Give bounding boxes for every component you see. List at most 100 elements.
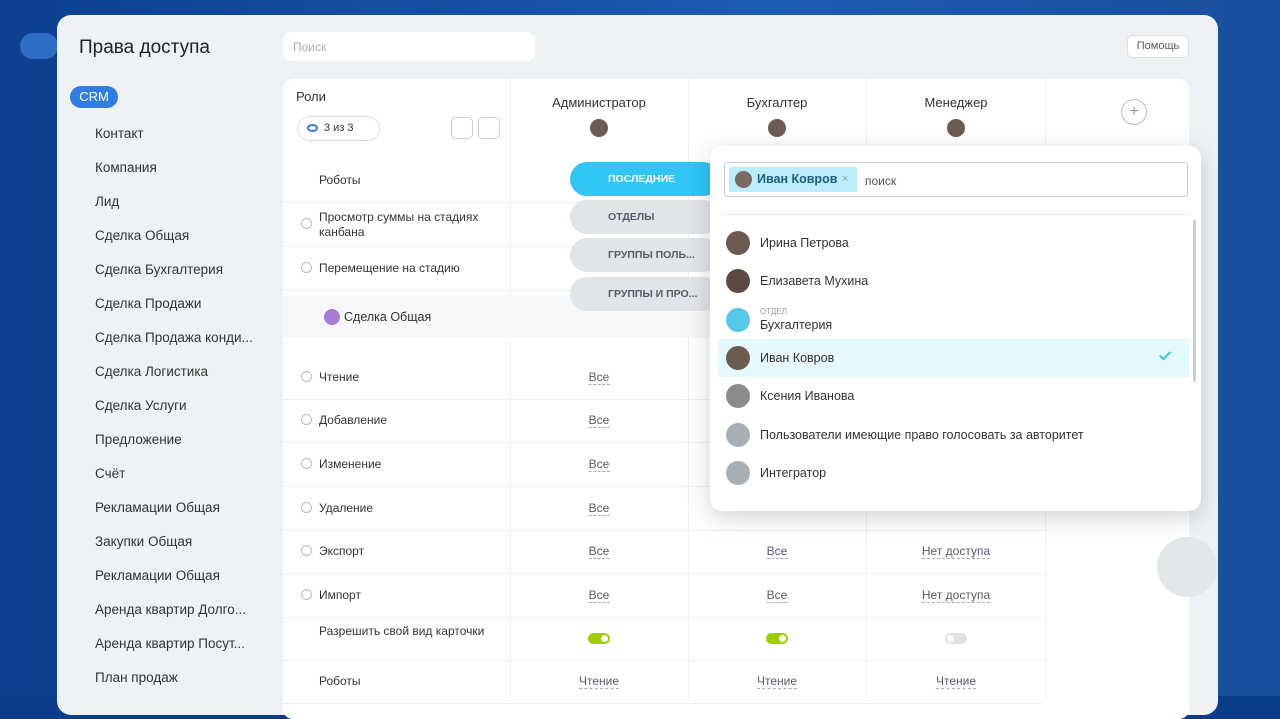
cell-value[interactable]: Все xyxy=(766,588,788,603)
cell-value[interactable]: Чтение xyxy=(578,674,620,689)
tag-remove[interactable]: × xyxy=(842,173,849,185)
check-icon xyxy=(1158,348,1172,361)
item-avatar xyxy=(726,384,750,409)
row-icon xyxy=(301,458,312,469)
scrollbar xyxy=(1193,220,1196,382)
roles-counter[interactable]: 3 из 3 xyxy=(297,116,380,141)
sidebar-item[interactable]: Рекламации Общая xyxy=(95,568,220,583)
column-divider xyxy=(510,79,511,699)
cell-value[interactable]: Все xyxy=(588,413,610,428)
item-avatar xyxy=(726,345,750,370)
toggle-knob xyxy=(947,635,954,642)
popup-item[interactable]: Пользователи имеющие право голосовать за… xyxy=(718,416,1189,454)
row-label: Изменение xyxy=(319,457,382,471)
row-divider xyxy=(283,486,1045,487)
toggle[interactable] xyxy=(945,633,967,644)
row-icon xyxy=(301,589,312,600)
add-role-button[interactable]: + xyxy=(1121,99,1147,125)
toggle[interactable] xyxy=(588,633,610,644)
popup-tab[interactable]: ОТДЕЛЫ xyxy=(570,200,720,234)
sidebar-item[interactable]: Закупки Общая xyxy=(95,534,193,549)
popup-item[interactable]: ОТДЕЛ Бухгалтерия xyxy=(718,301,1189,339)
sidebar-item[interactable]: Сделка Общая xyxy=(95,228,190,243)
popup-item[interactable]: Иван Ковров xyxy=(718,338,1189,377)
popup xyxy=(710,146,1201,511)
row-label: Роботы xyxy=(319,173,361,187)
sidebar-item[interactable]: Сделка Услуги xyxy=(95,398,187,413)
popup-item[interactable]: Ксения Иванова xyxy=(718,377,1189,415)
sidebar-active[interactable]: CRM xyxy=(70,86,118,108)
popup-item[interactable]: Елизавета Мухина xyxy=(718,262,1189,300)
popup-item[interactable]: Интегратор xyxy=(718,454,1189,492)
collapse-button[interactable] xyxy=(451,117,473,139)
row-divider xyxy=(283,617,1045,618)
row-divider xyxy=(283,442,1045,443)
sidebar-item[interactable]: Компания xyxy=(95,160,157,175)
row-icon xyxy=(301,371,312,382)
sidebar-item[interactable]: Рекламации Общая xyxy=(95,500,220,515)
row-label: Роботы xyxy=(319,674,361,688)
column-avatar xyxy=(947,119,965,137)
tag-avatar xyxy=(735,171,752,188)
sidebar-item[interactable]: Сделка Продажа конди... xyxy=(95,330,253,345)
cell-value[interactable]: Все xyxy=(588,544,610,559)
popup-tab[interactable]: ПОСЛЕДНИЕ xyxy=(570,162,720,196)
column-header: Менеджер xyxy=(924,95,988,110)
row-label: Просмотр суммы на стадиях канбана xyxy=(319,210,479,239)
row-label: Перемещение на стадию xyxy=(319,261,460,275)
toggle[interactable] xyxy=(766,633,788,644)
expand-button[interactable] xyxy=(478,117,500,139)
popup-input[interactable] xyxy=(724,162,1188,197)
sidebar-item[interactable]: Лид xyxy=(95,194,120,209)
sidebar-item[interactable]: Сделка Логистика xyxy=(95,364,209,379)
item-name: Бухгалтерия xyxy=(760,317,833,332)
column-header: Администратор xyxy=(552,95,646,110)
cell-value[interactable]: Нет доступа xyxy=(921,544,991,559)
toggle-knob xyxy=(601,635,608,642)
cell-value[interactable]: Все xyxy=(766,544,788,559)
item-name: Ксения Иванова xyxy=(760,389,855,404)
popup-item[interactable]: Ирина Петрова xyxy=(718,224,1189,262)
close-button[interactable] xyxy=(20,33,58,59)
cell-value[interactable]: Все xyxy=(588,501,610,516)
cell-value[interactable]: Чтение xyxy=(935,674,977,689)
item-avatar xyxy=(726,460,750,485)
column-avatar xyxy=(768,119,786,137)
item-avatar xyxy=(726,269,750,294)
search[interactable]: Поиск xyxy=(283,32,535,61)
popup-tab[interactable]: ГРУППЫ И ПРО... xyxy=(570,277,720,311)
column-avatar xyxy=(590,119,608,137)
sidebar-item[interactable]: Сделка Бухгалтерия xyxy=(95,262,223,277)
sidebar-item[interactable]: Аренда квартир Долго... xyxy=(95,602,247,617)
row-divider xyxy=(283,660,1045,661)
section-label: Сделка Общая xyxy=(344,310,432,324)
cell-value[interactable]: Чтение xyxy=(756,674,798,689)
row-icon xyxy=(301,414,312,425)
row-icon xyxy=(301,262,312,273)
divider xyxy=(724,214,1188,215)
item-name: Пользователи имеющие право голосовать за… xyxy=(760,427,1084,442)
next-arrow[interactable] xyxy=(1157,537,1217,597)
help-button[interactable]: Помощь xyxy=(1127,35,1189,58)
row-icon xyxy=(301,218,312,229)
row-icon xyxy=(301,545,312,556)
cell-value[interactable]: Все xyxy=(588,457,610,472)
section-icon xyxy=(324,309,340,325)
item-avatar xyxy=(726,231,750,255)
sidebar-item[interactable]: Предложение xyxy=(95,432,182,447)
sidebar-item[interactable]: Контакт xyxy=(95,126,144,141)
cell-value[interactable]: Нет доступа xyxy=(921,588,991,603)
cell-value[interactable]: Все xyxy=(588,588,610,603)
roles-label: Роли xyxy=(296,89,326,104)
cell-value[interactable]: Все xyxy=(588,370,610,385)
sidebar-item[interactable]: План продаж xyxy=(95,670,178,685)
sidebar-item[interactable]: Аренда квартир Посут... xyxy=(95,636,245,651)
sidebar-item[interactable]: Счёт xyxy=(95,466,126,481)
row-divider xyxy=(283,530,1045,531)
toggle-knob xyxy=(779,635,786,642)
row-label: Экспорт xyxy=(319,544,365,558)
sidebar-item[interactable]: Сделка Продажи xyxy=(95,296,202,311)
row-divider xyxy=(283,399,1045,400)
popup-tab[interactable]: ГРУППЫ ПОЛЬ... xyxy=(570,238,720,272)
eye-icon xyxy=(307,124,318,132)
